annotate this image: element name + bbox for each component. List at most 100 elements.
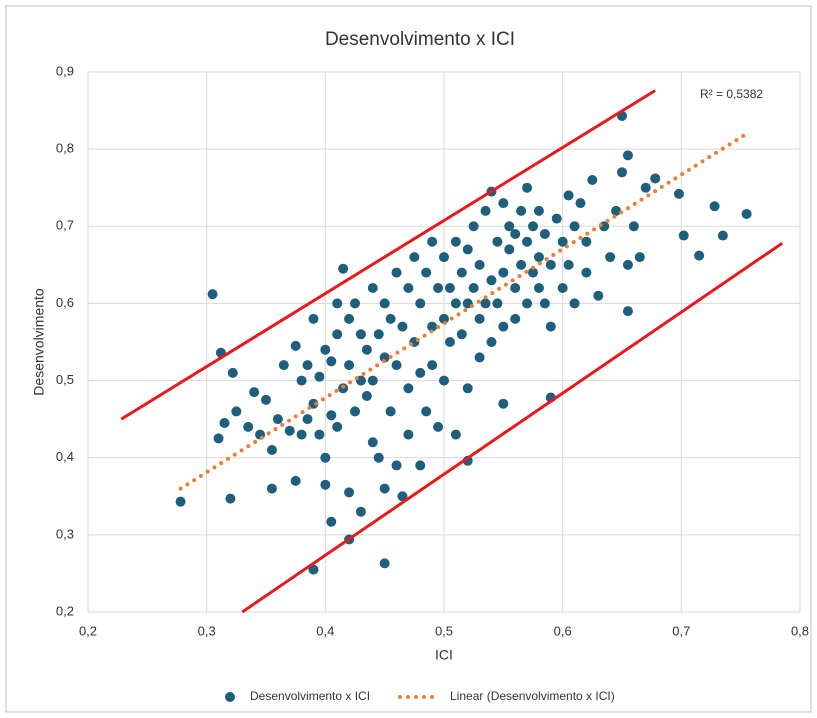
point (397, 491, 408, 502)
point (569, 221, 580, 232)
point (385, 313, 396, 324)
point (563, 259, 574, 270)
point (320, 452, 331, 463)
point (261, 394, 271, 405)
point (510, 313, 521, 324)
point (717, 230, 728, 241)
point (379, 558, 390, 569)
point (290, 475, 301, 486)
point (415, 367, 426, 378)
point (581, 236, 592, 247)
point (456, 267, 467, 278)
point (326, 516, 337, 527)
point (338, 263, 349, 274)
point (486, 337, 497, 347)
point (673, 188, 684, 199)
point (397, 321, 408, 332)
point (628, 221, 639, 232)
y-tick-label: 0,8 (56, 141, 74, 156)
point (593, 290, 604, 301)
legend-label: Desenvolvimento x ICI (250, 689, 370, 703)
point (557, 283, 568, 293)
x-tick-label: 0,8 (791, 623, 809, 638)
point (403, 283, 414, 293)
point (314, 371, 325, 382)
point (480, 298, 491, 309)
point (563, 190, 574, 201)
point (427, 360, 438, 371)
point (320, 479, 331, 490)
point (444, 337, 455, 347)
point (355, 329, 366, 340)
x-tick-label: 0,5 (435, 623, 453, 638)
point (284, 425, 295, 436)
point (326, 410, 337, 421)
point (492, 236, 503, 247)
point (308, 564, 319, 575)
point (569, 298, 580, 309)
point (533, 205, 544, 216)
point (296, 375, 307, 386)
point (403, 383, 414, 394)
point (634, 252, 645, 263)
point (355, 506, 366, 517)
point (640, 182, 651, 193)
trend-line (178, 131, 749, 491)
point (439, 313, 449, 324)
point (243, 421, 254, 432)
point (622, 150, 633, 161)
point (290, 340, 301, 351)
point (539, 229, 550, 239)
point (367, 437, 378, 448)
point (350, 406, 360, 417)
point (498, 267, 509, 278)
point (332, 329, 343, 340)
y-tick-label: 0,4 (56, 449, 74, 464)
point (403, 429, 414, 440)
point (367, 283, 378, 293)
point (587, 175, 598, 185)
point (678, 230, 689, 241)
point (421, 267, 432, 278)
point (227, 367, 238, 378)
point (344, 313, 355, 324)
point (474, 259, 485, 270)
point (415, 460, 426, 471)
point (581, 267, 592, 278)
point (450, 298, 461, 309)
point (320, 344, 331, 355)
point (474, 313, 485, 324)
x-tick-label: 0,6 (554, 623, 572, 638)
point (175, 496, 186, 507)
point (456, 329, 467, 340)
point (444, 283, 455, 293)
point (539, 298, 550, 309)
point (498, 321, 509, 332)
point (379, 298, 390, 309)
point (480, 205, 491, 216)
y-tick-label: 0,5 (56, 372, 74, 387)
point (361, 391, 372, 401)
chart-border (5, 5, 812, 713)
point (450, 429, 461, 440)
point (409, 252, 420, 263)
point (439, 252, 449, 263)
point (421, 406, 432, 417)
point (308, 398, 319, 409)
point (462, 383, 473, 394)
point (213, 433, 224, 444)
chart-title: Desenvolvimento x ICI (325, 29, 515, 50)
point (516, 205, 527, 216)
point (391, 360, 402, 371)
point (510, 283, 521, 293)
point (516, 259, 527, 270)
point (433, 283, 444, 293)
point (468, 283, 479, 293)
y-tick-label: 0,9 (56, 63, 74, 78)
point (622, 259, 633, 270)
point (332, 421, 343, 432)
point (545, 259, 556, 270)
point (694, 250, 705, 261)
point (225, 493, 236, 504)
